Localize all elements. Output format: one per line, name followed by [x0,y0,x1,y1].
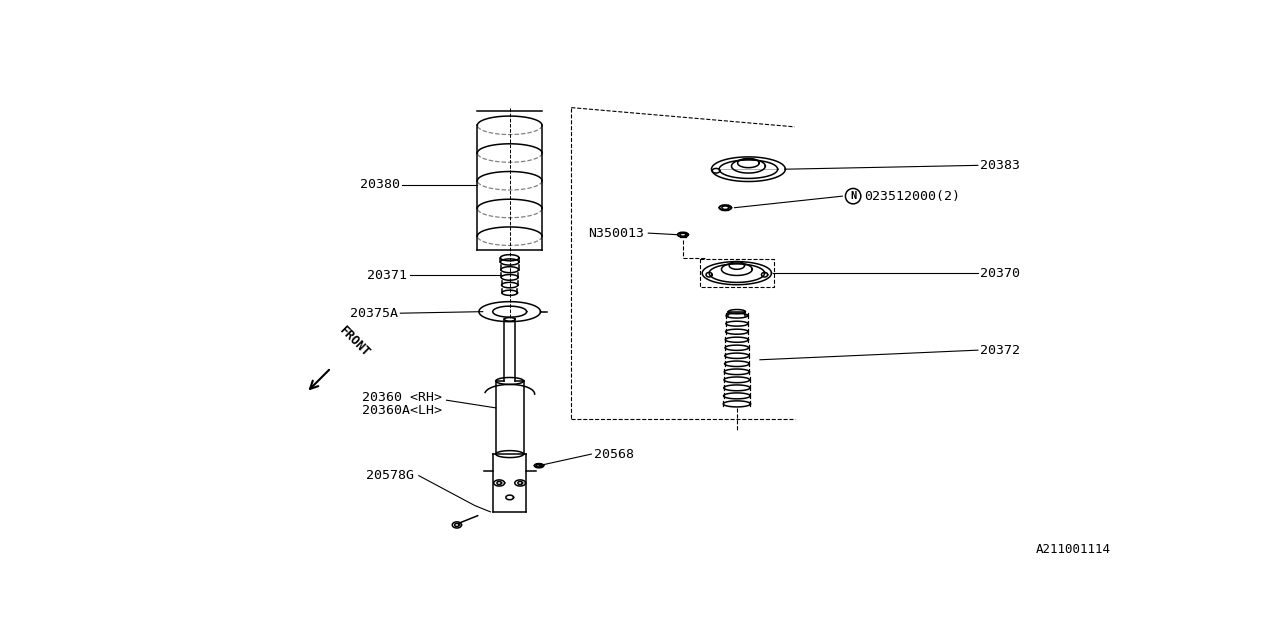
Text: 20578G: 20578G [366,469,415,482]
Text: 20568: 20568 [594,447,634,461]
Text: FRONT: FRONT [337,324,372,360]
Text: 20375A: 20375A [349,307,398,320]
Text: 20372: 20372 [980,344,1020,356]
Text: 20370: 20370 [980,267,1020,280]
Text: A211001114: A211001114 [1036,543,1110,556]
Text: 20380: 20380 [360,178,399,191]
Text: 20371: 20371 [367,269,407,282]
Text: 023512000(2): 023512000(2) [864,189,960,203]
Text: 20360 <RH>: 20360 <RH> [362,392,442,404]
Text: 20383: 20383 [980,159,1020,172]
Text: N350013: N350013 [589,227,644,239]
Text: N: N [850,191,856,201]
Text: 20360A<LH>: 20360A<LH> [362,404,442,417]
